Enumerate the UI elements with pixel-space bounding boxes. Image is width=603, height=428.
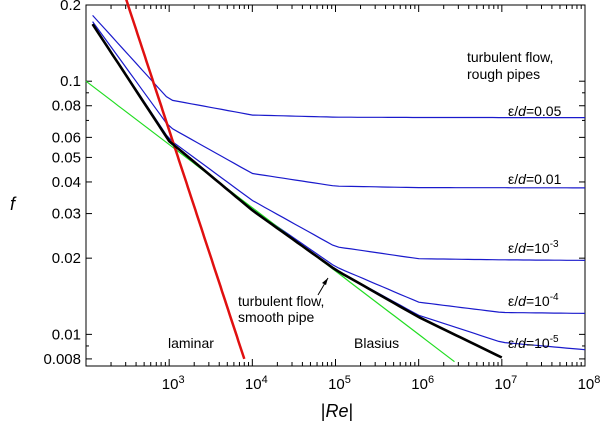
eps-label-1e-4: ε/d=10-4 (508, 292, 559, 309)
x-axis-label: |Re| (321, 401, 353, 421)
rough-title-line2: rough pipes (467, 66, 540, 82)
smooth-title-line2: smooth pipe (238, 309, 314, 325)
eps-label-1e-3: ε/d=10-3 (508, 239, 559, 256)
y-tick-labels: 0.2 0.1 0.08 0.06 0.05 0.04 0.03 0.02 0.… (43, 0, 81, 368)
y-tick-label-0.05: 0.05 (52, 149, 81, 166)
axis-ticks (85, 4, 586, 366)
y-axis-label: f (10, 194, 17, 214)
series-line-rough_0.05 (92, 14, 585, 119)
y-tick-label-0.1: 0.1 (60, 73, 81, 90)
eps-label-0.05: ε/d=0.05 (508, 103, 562, 119)
x-tick-label-1e4: 104 (245, 374, 268, 393)
series-line-laminar (125, 0, 246, 360)
series-line-smooth (91, 23, 503, 359)
y-tick-label-0.08: 0.08 (52, 98, 81, 115)
x-tick-label-1e8: 108 (578, 374, 601, 393)
eps-label-0.01: ε/d=0.01 (508, 171, 562, 187)
x-tick-label-1e3: 103 (162, 374, 185, 393)
y-tick-label-0.04: 0.04 (52, 174, 81, 191)
x-tick-labels: 103 104 105 106 107 108 (162, 374, 601, 393)
eps-label-1e-5: ε/d=10-5 (508, 334, 559, 351)
y-tick-label-0.06: 0.06 (52, 129, 81, 146)
rough-title-line1: turbulent flow, (467, 49, 553, 65)
y-tick-label-0.008: 0.008 (43, 351, 81, 368)
smooth-pointer-arrowhead (322, 278, 328, 285)
smooth-title-line1: turbulent flow, (238, 293, 324, 309)
blasius-label: Blasius (354, 335, 399, 351)
series-line-rough_0.01 (92, 21, 585, 189)
y-tick-label-0.03: 0.03 (52, 206, 81, 223)
y-tick-label-0.2: 0.2 (60, 0, 81, 14)
laminar-label: laminar (168, 335, 214, 351)
x-tick-label-1e7: 107 (494, 374, 517, 393)
y-tick-label-0.02: 0.02 (52, 250, 81, 267)
y-tick-label-0.01: 0.01 (52, 326, 81, 343)
x-tick-label-1e6: 106 (411, 374, 434, 393)
x-tick-label-1e5: 105 (328, 374, 351, 393)
series-line-blasius (85, 80, 455, 363)
annotations: turbulent flow, rough pipes ε/d=0.05 ε/d… (168, 49, 562, 351)
series-group (85, 0, 586, 363)
